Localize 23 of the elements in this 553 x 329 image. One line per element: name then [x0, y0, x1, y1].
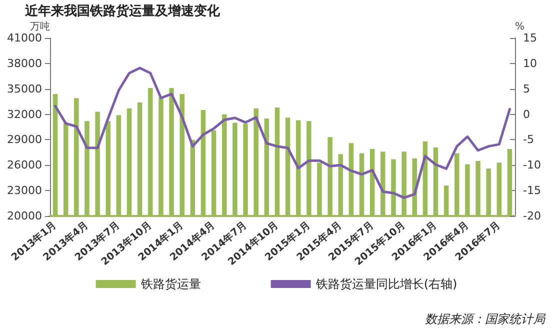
line-series — [54, 66, 511, 199]
y2-tick-label: 15 — [523, 32, 537, 44]
y2-tick-label: 5 — [523, 82, 530, 96]
y2-tick-label: -15 — [523, 184, 541, 198]
legend-label: 铁路货运量同比增长(右轴) — [314, 277, 458, 291]
y-tick-label: 29000 — [7, 133, 42, 146]
chart-title: 近年来我国铁路货运量及增速变化 — [24, 3, 221, 19]
source-note: 数据来源：国家统计局 — [425, 312, 546, 326]
y-tick-label: 35000 — [7, 82, 42, 96]
y-tick-label: 32000 — [7, 108, 42, 121]
y-tick-label: 20000 — [7, 210, 42, 222]
y-tick-label: 41000 — [7, 32, 42, 44]
y2-tick-label: 0 — [523, 108, 530, 121]
legend-label: 铁路货运量 — [140, 277, 201, 291]
y2-tick-label: -5 — [523, 133, 534, 146]
y-axis-title: 万吨 — [30, 20, 50, 32]
y-tick-label: 38000 — [7, 56, 42, 70]
y2-tick-label: -20 — [523, 210, 541, 222]
y2-tick-label: -10 — [523, 158, 541, 172]
y2-axis-title: % — [515, 22, 525, 32]
y-tick-label: 26000 — [7, 158, 42, 172]
y2-tick-label: 10 — [523, 56, 537, 70]
y-tick-label: 23000 — [7, 184, 42, 198]
